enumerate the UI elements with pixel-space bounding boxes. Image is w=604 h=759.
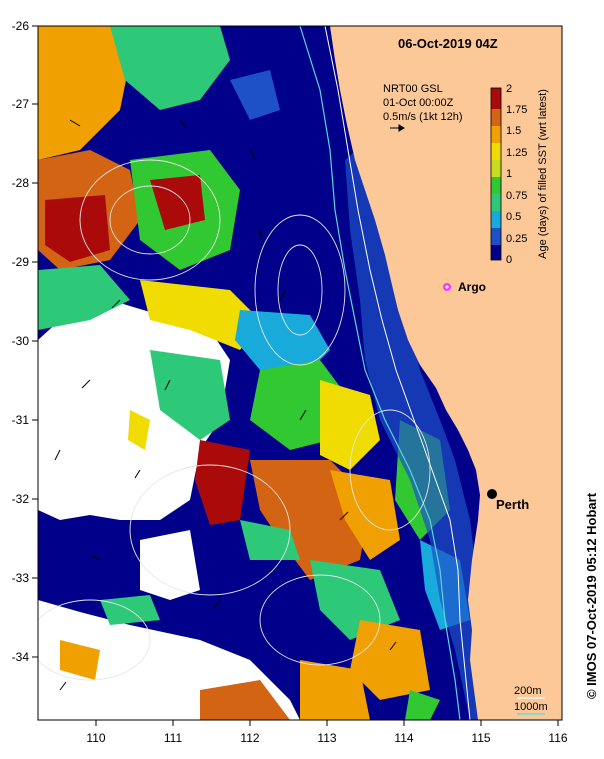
map-plot-area bbox=[38, 26, 562, 720]
isobath-200m bbox=[324, 26, 471, 720]
colorbar bbox=[490, 87, 502, 261]
argo-marker-icon bbox=[443, 283, 451, 291]
lat-tick-label: -32 bbox=[12, 492, 30, 506]
lat-tick-label: -26 bbox=[12, 19, 30, 33]
perth-marker-icon bbox=[487, 489, 497, 499]
colorbar-swatch bbox=[491, 143, 501, 160]
colorbar-swatch bbox=[491, 126, 501, 143]
argo-label: Argo bbox=[458, 280, 486, 294]
perth-label: Perth bbox=[496, 497, 529, 512]
colorbar-tick: 1 bbox=[506, 168, 512, 180]
australia-land bbox=[330, 26, 562, 720]
colorbar-tick: 1.5 bbox=[506, 125, 521, 137]
colorbar-tick: 1.75 bbox=[506, 104, 527, 116]
lon-tick-label: 112 bbox=[240, 731, 259, 745]
scale-arrow-icon bbox=[390, 124, 405, 132]
colorbar-swatch bbox=[491, 211, 501, 228]
lon-tick-label: 116 bbox=[548, 731, 567, 745]
colorbar-tick: 1.25 bbox=[506, 147, 527, 159]
lat-tick-label: -29 bbox=[12, 255, 30, 269]
lat-tick-label: -34 bbox=[12, 650, 30, 664]
contour-label-1000m: 1000m bbox=[514, 701, 548, 713]
current-vectors bbox=[54, 119, 397, 691]
lon-tick-label: 113 bbox=[317, 731, 336, 745]
credit-text: © IMOS 07-Oct-2019 05:12 Hobart bbox=[584, 492, 599, 699]
colorbar-swatch bbox=[491, 160, 501, 177]
lat-tick-marks bbox=[32, 25, 38, 658]
product-label: NRT00 GSL bbox=[383, 83, 443, 95]
colorbar-swatch bbox=[491, 177, 501, 194]
lon-tick-label: 115 bbox=[471, 731, 490, 745]
shelf-region bbox=[345, 130, 500, 720]
lat-tick-label: -27 bbox=[12, 97, 30, 111]
colorbar-swatch bbox=[491, 245, 501, 260]
colorbar-title: Age (days) of filled SST (wrt latest) bbox=[537, 89, 549, 259]
lon-tick-label: 114 bbox=[394, 731, 413, 745]
scale-arrow-label: 0.5m/s (1kt 12h) bbox=[383, 111, 462, 123]
sst-age-patches bbox=[38, 26, 470, 720]
map-title: 06-Oct-2019 04Z bbox=[398, 36, 498, 51]
colorbar-tick: 0.5 bbox=[506, 211, 521, 223]
sla-contours bbox=[38, 159, 431, 681]
contour-label-200m: 200m bbox=[514, 685, 542, 697]
colorbar-swatch bbox=[491, 194, 501, 211]
colorbar-tick: 0.25 bbox=[506, 233, 527, 245]
lat-tick-label: -28 bbox=[12, 176, 30, 190]
product-date: 01-Oct 00:00Z bbox=[383, 97, 454, 109]
colorbar-tick: 0.75 bbox=[506, 190, 527, 202]
lat-tick-label: -33 bbox=[12, 571, 30, 585]
lon-tick-label: 110 bbox=[86, 731, 105, 745]
lon-tick-marks bbox=[95, 720, 559, 726]
colorbar-tick: 0 bbox=[506, 254, 512, 266]
colorbar-frame bbox=[490, 87, 502, 261]
colorbar-swatch bbox=[491, 109, 501, 126]
isobath-1000m bbox=[299, 26, 461, 720]
colorbar-tick: 2 bbox=[506, 83, 512, 95]
lon-tick-label: 111 bbox=[164, 731, 183, 745]
colorbar-swatch bbox=[491, 228, 501, 245]
plot-frame bbox=[37, 25, 563, 721]
lat-tick-label: -30 bbox=[12, 334, 30, 348]
colorbar-swatch bbox=[491, 88, 501, 109]
lat-tick-label: -31 bbox=[12, 413, 30, 427]
